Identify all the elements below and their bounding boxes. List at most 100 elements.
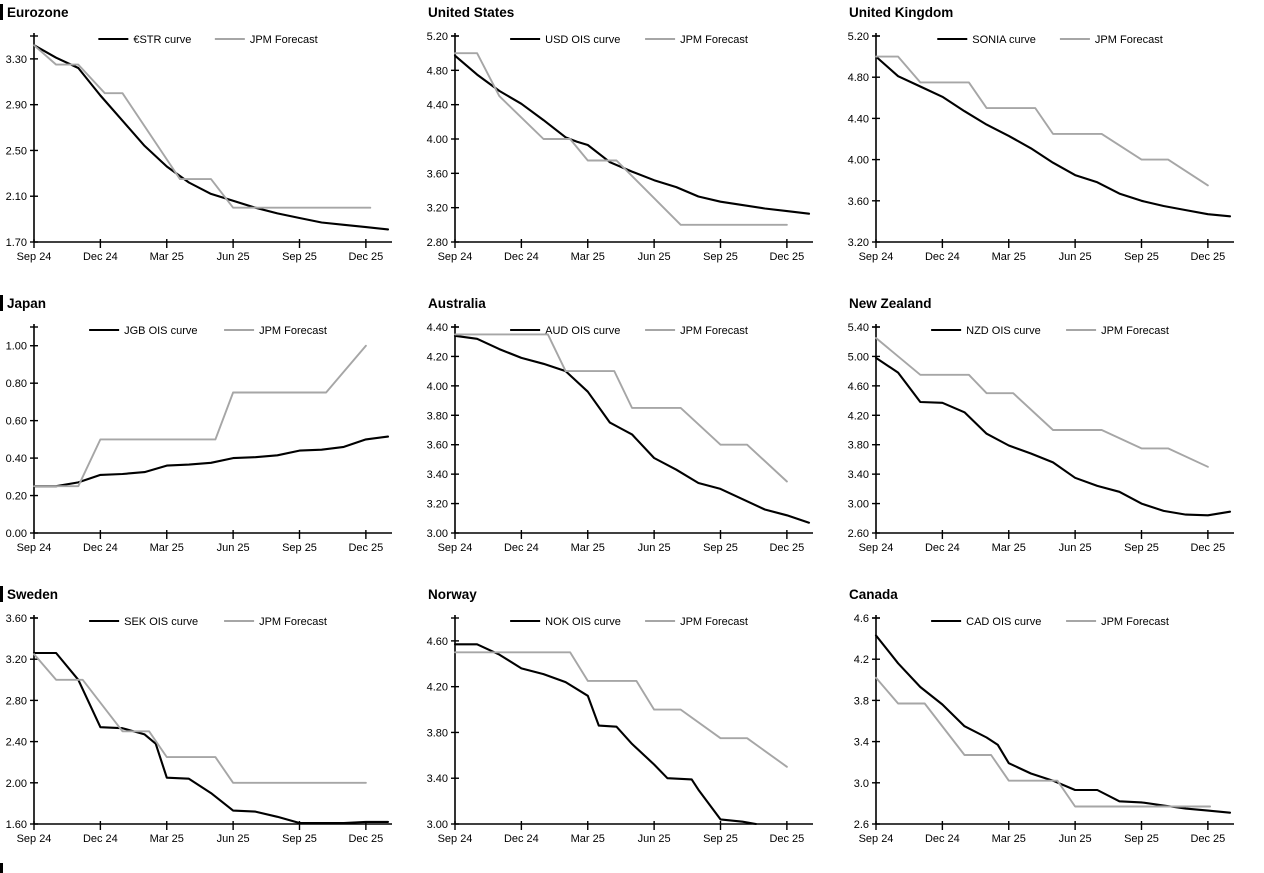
x-tick-label: Dec 24	[504, 251, 539, 263]
chart-header: Canada	[842, 582, 1264, 604]
y-tick-label: 3.40	[427, 469, 448, 481]
x-tick-label: Sep 24	[17, 251, 52, 263]
y-tick-label: 5.20	[427, 31, 448, 43]
y-tick-label: 2.80	[427, 237, 448, 249]
y-tick-label: 0.00	[6, 528, 27, 540]
x-tick-label: Dec 25	[348, 251, 383, 263]
y-tick-label: 4.40	[848, 113, 869, 125]
y-tick-label: 0.20	[6, 491, 27, 503]
x-tick-label: Jun 25	[638, 833, 671, 845]
x-tick-label: Dec 25	[769, 542, 804, 554]
x-tick-label: Sep 25	[1124, 542, 1159, 554]
y-tick-label: 1.60	[6, 819, 27, 831]
chart-plot: 3.00 3.20 3.40 3.60 3.80 4.00 4.20 4.40 Sep 24 De…	[427, 322, 813, 554]
legend-label: JPM Forecast	[680, 325, 748, 337]
legend-label: JPM Forecast	[259, 325, 327, 337]
x-tick-label: Dec 24	[504, 542, 539, 554]
chart-title: United Kingdom	[849, 4, 954, 20]
market-series-line	[874, 634, 1232, 814]
x-tick-label: Mar 25	[150, 833, 184, 845]
market-series-line	[32, 44, 390, 231]
y-tick-label: 3.20	[6, 654, 27, 666]
chart-plot: 2.6 3.0 3.4 3.8 4.2 4.6 Sep 24 Dec 24 Mar 25 Jun …	[854, 613, 1234, 845]
forecast-series-line	[454, 333, 788, 483]
forecast-series-line	[33, 344, 367, 488]
chart-cell: Australia 3.00 3.20 3.40 3.60 3.80 4.00 4.20 4.…	[421, 291, 842, 582]
forecast-series-line	[33, 653, 367, 784]
x-tick-label: Mar 25	[150, 542, 184, 554]
y-tick-label: 3.20	[427, 499, 448, 511]
y-tick-label: 4.40	[427, 322, 448, 334]
y-tick-label: 4.2	[854, 654, 869, 666]
chart-cell: New Zealand 2.60 3.00 3.40 3.80 4.20 4.60 5.00…	[842, 291, 1264, 582]
x-tick-label: Mar 25	[992, 833, 1026, 845]
forecast-series-line	[875, 55, 1209, 187]
section-marker	[0, 586, 3, 602]
forecast-series-line	[454, 52, 788, 226]
y-tick-label: 3.60	[427, 440, 448, 452]
chart-header: Australia	[421, 291, 842, 313]
chart-header: United States	[421, 0, 842, 22]
chart-plot: 2.60 3.00 3.40 3.80 4.20 4.60 5.00 5.40 Sep 24 De…	[848, 322, 1234, 554]
chart-header: Japan	[0, 291, 421, 313]
chart-title: New Zealand	[849, 295, 932, 311]
x-tick-label: Jun 25	[638, 251, 671, 263]
chart-plot: 1.60 2.00 2.40 2.80 3.20 3.60 Sep 24 Dec 24 Mar …	[6, 613, 392, 845]
y-tick-label: 4.6	[854, 613, 869, 625]
x-tick-label: Sep 25	[703, 833, 738, 845]
legend-label: NOK OIS curve	[545, 616, 621, 628]
chart-plot: 3.00 3.40 3.80 4.20 4.60 Sep 24 Dec 24 Mar 25 Ju…	[427, 615, 813, 845]
chart-cell: United Kingdom 3.20 3.60 4.00 4.40 4.80 5.20 S…	[842, 0, 1264, 291]
x-tick-label: Dec 25	[348, 542, 383, 554]
y-tick-label: 3.80	[848, 440, 869, 452]
y-tick-label: 4.00	[427, 381, 448, 393]
y-tick-label: 5.20	[848, 31, 869, 43]
x-tick-label: Dec 25	[769, 833, 804, 845]
y-tick-label: 3.00	[427, 528, 448, 540]
x-tick-label: Mar 25	[571, 542, 605, 554]
x-tick-label: Sep 24	[438, 833, 473, 845]
chart-plot: 1.70 2.10 2.50 2.90 3.30 Sep 24 Dec 24 Mar 25 Ju…	[6, 33, 392, 263]
legend-label: SEK OIS curve	[124, 616, 198, 628]
x-tick-label: Dec 24	[925, 251, 960, 263]
chart-title: Japan	[7, 295, 47, 311]
market-series-line	[874, 55, 1232, 218]
x-tick-label: Jun 25	[217, 251, 250, 263]
legend-label: AUD OIS curve	[545, 325, 620, 337]
y-tick-label: 4.20	[848, 410, 869, 422]
x-tick-label: Sep 24	[859, 833, 894, 845]
forecast-series-line	[33, 44, 372, 209]
x-tick-label: Dec 24	[925, 542, 960, 554]
x-tick-label: Mar 25	[992, 251, 1026, 263]
y-tick-label: 3.20	[427, 203, 448, 215]
y-tick-label: 0.40	[6, 453, 27, 465]
y-tick-label: 2.80	[6, 695, 27, 707]
chart-cell: Canada 2.6 3.0 3.4 3.8 4.2 4.6 Sep 24 Dec 24 Mar…	[842, 582, 1264, 873]
y-tick-label: 3.8	[854, 695, 869, 707]
legend-label: JPM Forecast	[250, 34, 318, 46]
y-tick-label: 5.00	[848, 351, 869, 363]
x-tick-label: Jun 25	[1059, 251, 1092, 263]
legend-label: CAD OIS curve	[966, 616, 1041, 628]
y-tick-label: 3.40	[848, 469, 869, 481]
y-tick-label: 5.40	[848, 322, 869, 334]
x-tick-label: Dec 25	[1190, 542, 1225, 554]
x-tick-label: Sep 25	[282, 251, 317, 263]
x-tick-label: Mar 25	[571, 251, 605, 263]
legend-label: JPM Forecast	[680, 34, 748, 46]
y-tick-label: 1.00	[6, 341, 27, 353]
y-tick-label: 4.80	[848, 72, 869, 84]
y-tick-label: 3.80	[427, 727, 448, 739]
market-series-line	[32, 435, 390, 488]
y-tick-label: 3.00	[848, 499, 869, 511]
y-tick-label: 4.60	[427, 636, 448, 648]
legend-label: JPM Forecast	[1101, 325, 1169, 337]
y-tick-label: 4.00	[427, 134, 448, 146]
x-tick-label: Dec 25	[1190, 251, 1225, 263]
chart-cell: Eurozone 1.70 2.10 2.50 2.90 3.30 Sep 24 Dec 2…	[0, 0, 421, 291]
section-marker-partial	[0, 863, 3, 873]
y-tick-label: 3.60	[427, 168, 448, 180]
x-tick-label: Dec 24	[504, 833, 539, 845]
y-tick-label: 2.6	[854, 819, 869, 831]
